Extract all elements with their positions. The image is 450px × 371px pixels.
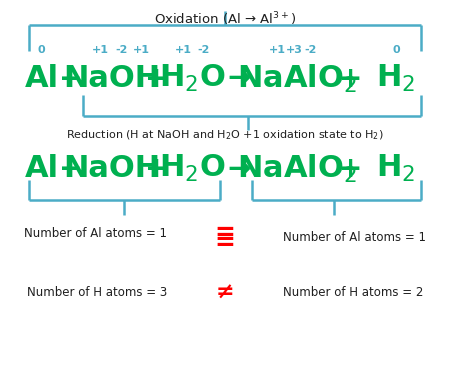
Text: =: = <box>215 221 235 245</box>
Text: 0: 0 <box>38 45 45 55</box>
Text: ≠: ≠ <box>216 282 234 302</box>
Text: -2: -2 <box>198 45 210 55</box>
Text: +: + <box>145 155 169 183</box>
Text: Number of Al atoms = 1: Number of Al atoms = 1 <box>24 227 167 240</box>
Text: NaAlO$_2$: NaAlO$_2$ <box>237 63 357 95</box>
Text: +: + <box>339 155 362 183</box>
Text: +: + <box>58 155 82 183</box>
Text: =: = <box>215 230 235 255</box>
Text: +1: +1 <box>269 45 286 55</box>
Text: +1: +1 <box>133 45 150 55</box>
Text: H$_2$: H$_2$ <box>377 63 416 94</box>
Text: Number of Al atoms = 1: Number of Al atoms = 1 <box>283 231 426 244</box>
Text: →: → <box>228 155 251 183</box>
Text: +: + <box>145 65 169 93</box>
Text: Oxidation (Al → Al$^{3+}$): Oxidation (Al → Al$^{3+}$) <box>154 11 296 28</box>
Text: 0: 0 <box>392 45 400 55</box>
Text: Number of H atoms = 2: Number of H atoms = 2 <box>283 286 423 299</box>
Text: NaOH: NaOH <box>63 64 160 93</box>
Text: -2: -2 <box>305 45 317 55</box>
Text: -2: -2 <box>115 45 127 55</box>
Text: NaOH: NaOH <box>63 154 160 183</box>
Text: Number of H atoms = 3: Number of H atoms = 3 <box>27 286 167 299</box>
Text: +3: +3 <box>286 45 303 55</box>
Text: +: + <box>339 65 362 93</box>
Text: +1: +1 <box>92 45 109 55</box>
Text: →: → <box>228 65 251 93</box>
Text: Al: Al <box>24 154 58 183</box>
Text: +1: +1 <box>175 45 191 55</box>
Text: H$_2$O: H$_2$O <box>159 63 225 94</box>
Text: +: + <box>58 65 82 93</box>
Text: H$_2$O: H$_2$O <box>159 153 225 184</box>
Text: H$_2$: H$_2$ <box>377 153 416 184</box>
Text: Al: Al <box>24 64 58 93</box>
Text: NaAlO$_2$: NaAlO$_2$ <box>237 153 357 185</box>
Text: Reduction (H at NaOH and H$_2$O +1 oxidation state to H$_2$): Reduction (H at NaOH and H$_2$O +1 oxida… <box>66 128 384 142</box>
